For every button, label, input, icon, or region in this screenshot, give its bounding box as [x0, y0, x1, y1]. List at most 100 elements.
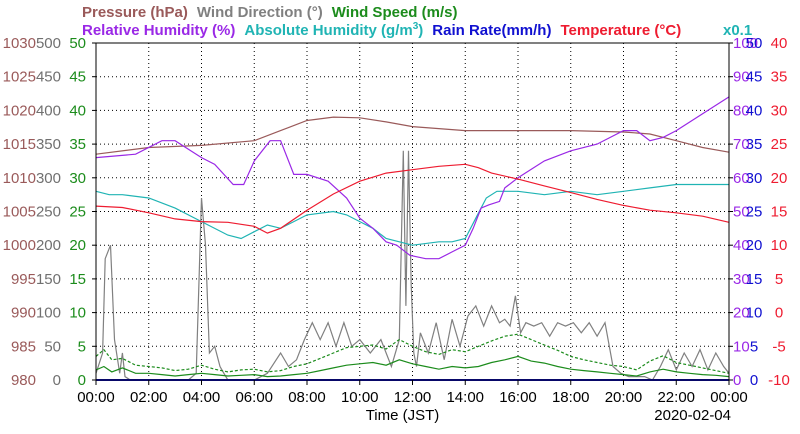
- series-wind-direction: [95, 150, 730, 381]
- y-tick-label-wind_speed: 30: [69, 170, 86, 187]
- y-tick-label-rain_rate: 25: [746, 204, 763, 221]
- y-tick-label-rel_humidity: 40: [733, 237, 750, 254]
- y-tick-label-temperature: 15: [771, 204, 788, 221]
- y-tick-label-wind_speed: 25: [69, 204, 86, 221]
- legend-rel_humidity: Relative Humidity (%): [82, 22, 235, 39]
- y-tick-label-wind_speed: 15: [69, 271, 86, 288]
- y-tick-label-temperature: 30: [771, 102, 788, 119]
- y-tick-label-wind_speed: 20: [69, 237, 86, 254]
- y-tick-label-rel_humidity: 70: [733, 136, 750, 153]
- y-tick-label-pressure: 1030: [3, 35, 36, 52]
- legend-wind_dir: Wind Direction (°): [197, 4, 323, 21]
- y-tick-label-rain_rate: 45: [746, 69, 763, 86]
- y-tick-label-rel_humidity: 0: [733, 372, 741, 389]
- y-tick-label-wind_speed: 5: [78, 338, 86, 355]
- y-tick-label-pressure: 995: [11, 271, 36, 288]
- y-tick-label-rain_rate: 35: [746, 136, 763, 153]
- x-tick-label: 06:00: [235, 389, 273, 406]
- y-tick-label-temperature: 35: [771, 69, 788, 86]
- x-tick-label: 20:00: [605, 389, 643, 406]
- y-tick-label-wind_speed: 45: [69, 69, 86, 86]
- legend-temperature: Temperature (°C): [560, 22, 681, 39]
- y-tick-label-rel_humidity: 20: [733, 305, 750, 322]
- y-tick-label-temperature: -5: [772, 338, 785, 355]
- y-tick-label-rel_humidity: 100: [733, 35, 758, 52]
- y-tick-label-rel_humidity: 10: [733, 338, 750, 355]
- y-tick-label-pressure: 1020: [3, 102, 36, 119]
- legend-sup: 3: [413, 21, 419, 32]
- y-tick-label-wind_dir: 250: [36, 204, 61, 221]
- series-wind-speed-m-s: [95, 355, 730, 378]
- y-tick-label-pressure: 985: [11, 338, 36, 355]
- x-tick-label: 18:00: [552, 389, 590, 406]
- legend-rain_rate: Rain Rate(mm/h): [432, 22, 551, 39]
- y-tick-label-pressure: 1005: [3, 204, 36, 221]
- y-tick-label-pressure: 990: [11, 305, 36, 322]
- y-tick-label-wind_speed: 10: [69, 305, 86, 322]
- y-tick-label-temperature: -10: [768, 372, 790, 389]
- y-tick-label-temperature: 20: [771, 170, 788, 187]
- y-tick-label-wind_dir: 350: [36, 136, 61, 153]
- y-tick-label-rain_rate: 0: [750, 372, 758, 389]
- x-tick-label: 00:00: [77, 389, 115, 406]
- x-axis-label: Time (JST): [366, 407, 440, 424]
- y-tick-label-wind_speed: 50: [69, 35, 86, 52]
- y-tick-label-wind_dir: 300: [36, 170, 61, 187]
- series-absolute-humidity-g-m3: [95, 183, 729, 246]
- y-tick-label-temperature: 25: [771, 136, 788, 153]
- chart-date: 2020-02-04: [654, 407, 731, 424]
- y-tick-label-wind_dir: 150: [36, 271, 61, 288]
- y-tick-label-pressure: 1010: [3, 170, 36, 187]
- left-axes: 1030102510201015101010051000995990985980…: [3, 35, 96, 389]
- series-wind-speed-gust-m-s: [95, 333, 730, 374]
- x-tick-label: 08:00: [288, 389, 326, 406]
- abs-humidity-scale-note: x0.1: [723, 22, 752, 39]
- legend-abs_humidity: Absolute Humidity (g/m3): [244, 21, 423, 39]
- y-tick-label-pressure: 1025: [3, 69, 36, 86]
- x-tick-label: 14:00: [446, 389, 484, 406]
- y-tick-label-wind_dir: 450: [36, 69, 61, 86]
- legend-wind_speed: Wind Speed (m/s): [332, 4, 458, 21]
- x-tick-label: 04:00: [183, 389, 221, 406]
- y-tick-label-wind_speed: 35: [69, 136, 86, 153]
- x-tick-label: 00:00: [710, 389, 748, 406]
- series-pressure-hpa: [95, 116, 730, 155]
- y-tick-label-wind_dir: 0: [53, 372, 61, 389]
- y-tick-label-temperature: 10: [771, 237, 788, 254]
- x-axis-ticks: 00:00 02:00 04:00 06:00 08:00 10:00 12:00 14:00…: [77, 380, 748, 406]
- y-tick-label-rain_rate: 15: [746, 271, 763, 288]
- y-tick-label-rain_rate: 50: [746, 35, 763, 52]
- y-tick-label-wind_dir: 200: [36, 237, 61, 254]
- legend: Pressure (hPa) Wind Direction (°) Wind Spe…: [82, 4, 752, 39]
- y-tick-label-rain_rate: 40: [746, 102, 763, 119]
- y-tick-label-wind_dir: 400: [36, 102, 61, 119]
- x-tick-label: 22:00: [657, 389, 695, 406]
- y-tick-label-rain_rate: 5: [750, 338, 758, 355]
- y-tick-label-pressure: 1015: [3, 136, 36, 153]
- y-tick-label-rel_humidity: 30: [733, 271, 750, 288]
- y-tick-label-wind_speed: 0: [78, 372, 86, 389]
- y-tick-label-rel_humidity: 50: [733, 204, 750, 221]
- y-tick-label-rel_humidity: 60: [733, 170, 750, 187]
- y-tick-label-temperature: 5: [775, 271, 783, 288]
- y-tick-label-rain_rate: 20: [746, 237, 763, 254]
- y-tick-label-pressure: 980: [11, 372, 36, 389]
- y-tick-label-temperature: 0: [775, 305, 783, 322]
- y-tick-label-rel_humidity: 80: [733, 102, 750, 119]
- legend-pressure: Pressure (hPa): [82, 4, 188, 21]
- y-tick-label-rain_rate: 30: [746, 170, 763, 187]
- y-tick-label-temperature: 40: [771, 35, 788, 52]
- series-relative-humidity: [95, 96, 730, 260]
- legend-suffix: ): [418, 22, 423, 39]
- y-tick-label-rain_rate: 10: [746, 305, 763, 322]
- y-tick-label-wind_speed: 40: [69, 102, 86, 119]
- y-tick-label-wind_dir: 100: [36, 305, 61, 322]
- x-tick-label: 16:00: [499, 389, 537, 406]
- x-tick-label: 10:00: [341, 389, 379, 406]
- series-temperature-c: [95, 163, 730, 234]
- x-tick-label: 12:00: [394, 389, 432, 406]
- right-axes: 1009080706050403020100504540353025201510…: [729, 35, 790, 389]
- y-tick-label-wind_dir: 50: [44, 338, 61, 355]
- y-tick-label-rel_humidity: 90: [733, 69, 750, 86]
